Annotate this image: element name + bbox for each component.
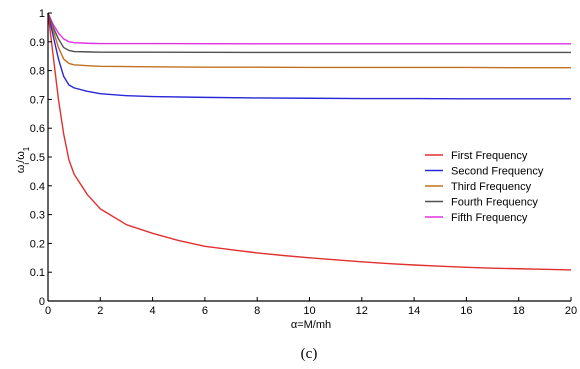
y-tick-label: 1	[39, 8, 45, 20]
y-tick-label: 0.8	[30, 66, 45, 78]
x-axis-label: α=M/mh	[291, 319, 331, 331]
x-tick-label: 4	[150, 305, 156, 317]
y-axis-label: ωi/ω1	[15, 146, 31, 173]
x-tick-label: 18	[513, 305, 525, 317]
x-tick-label: 6	[202, 305, 208, 317]
y-tick-label: 0.1	[30, 267, 45, 279]
x-tick-label: 16	[460, 305, 472, 317]
legend-label: Fifth Frequency	[451, 212, 528, 224]
legend: First Frequency Second Frequency Third Fre…	[425, 150, 544, 224]
y-ticks: 0 0.1 0.2 0.3 0.4 0.5 0.6 0.7 0.8 0.9 1	[30, 8, 52, 308]
y-tick-label: 0.4	[30, 181, 45, 193]
x-tick-label: 12	[356, 305, 368, 317]
legend-label: First Frequency	[451, 150, 528, 162]
legend-label: Fourth Frequency	[451, 197, 538, 209]
y-tick-label: 0.6	[30, 123, 45, 135]
y-tick-label: 0.3	[30, 210, 45, 222]
series-line-fifth-frequency	[47, 12, 571, 45]
y-axis-label-sub-i: i	[22, 163, 31, 165]
x-tick-label: 20	[565, 305, 577, 317]
legend-label: Third Frequency	[451, 181, 532, 193]
svg-text:ωi/ω1: ωi/ω1	[15, 146, 31, 173]
legend-label: Second Frequency	[451, 166, 544, 178]
y-axis-label-slash-omega: /ω	[15, 151, 27, 163]
y-axis-label-omega: ω	[15, 164, 27, 173]
series-line-second-frequency	[47, 12, 571, 100]
plot-lines	[47, 12, 572, 271]
x-tick-label: 10	[303, 305, 315, 317]
x-ticks: 0 2 4 6 8 10 12 14 16 18 20	[45, 297, 577, 317]
y-tick-label: 0.9	[30, 37, 45, 49]
x-tick-label: 14	[408, 305, 420, 317]
panel-label: (c)	[301, 346, 318, 362]
x-tick-label: 8	[254, 305, 260, 317]
series-line-first-frequency	[47, 12, 572, 271]
y-tick-label: 0.5	[30, 152, 45, 164]
x-tick-label: 2	[97, 305, 103, 317]
y-tick-label: 0	[39, 296, 45, 308]
y-axis-label-sub-1: 1	[22, 146, 31, 151]
y-tick-label: 0.2	[30, 238, 45, 250]
x-tick-label: 0	[45, 305, 51, 317]
series-line-third-frequency	[47, 12, 571, 69]
series-line-fourth-frequency	[47, 12, 571, 54]
y-tick-label: 0.7	[30, 94, 45, 106]
